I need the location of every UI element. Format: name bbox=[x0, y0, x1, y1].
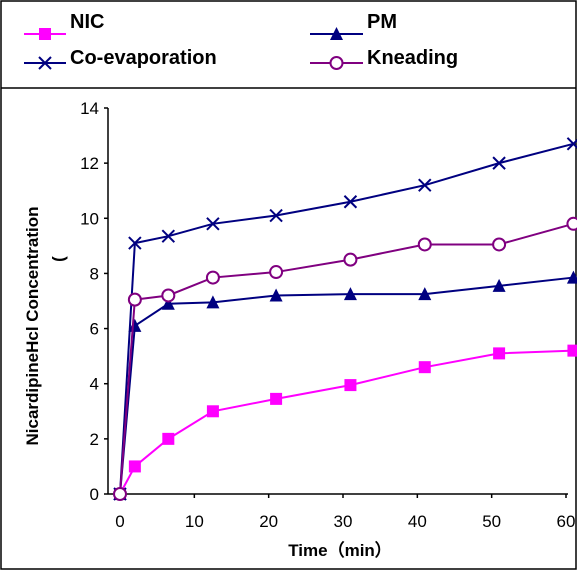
legend-label-kneading: Kneading bbox=[367, 47, 458, 69]
series-layer bbox=[113, 137, 577, 501]
y-tick-label: 10 bbox=[80, 209, 99, 228]
data-point-kneading bbox=[161, 288, 176, 303]
series-kneading bbox=[113, 216, 577, 501]
x-ticks: 0 10 20 30 40 50 60 bbox=[115, 494, 575, 531]
y-tick-label: 0 bbox=[90, 485, 99, 504]
data-point-nic bbox=[344, 379, 357, 392]
data-point-nic bbox=[206, 405, 219, 418]
y-tick-label: 2 bbox=[90, 430, 99, 449]
data-point-nic bbox=[567, 344, 577, 357]
x-tick-label: 0 bbox=[115, 512, 124, 531]
data-point-nic bbox=[128, 460, 141, 473]
series-co-evaporation bbox=[113, 137, 577, 501]
legend-label-co-evaporation: Co-evaporation bbox=[70, 47, 217, 69]
data-point-co-evaporation bbox=[418, 178, 432, 192]
data-point-pm bbox=[128, 318, 142, 332]
x-tick-label: 30 bbox=[334, 512, 353, 531]
x-tick-label: 60 bbox=[557, 512, 576, 531]
data-point-kneading bbox=[127, 292, 142, 307]
x-tick-label: 20 bbox=[259, 512, 278, 531]
legend-marker-circle-icon bbox=[329, 56, 344, 70]
data-point-kneading bbox=[269, 265, 284, 280]
x-axis-title: Time（min） bbox=[288, 540, 392, 560]
x-tick-label: 50 bbox=[482, 512, 501, 531]
data-point-co-evaporation bbox=[128, 236, 142, 250]
data-point-kneading bbox=[492, 237, 507, 252]
data-point-pm bbox=[343, 287, 357, 301]
data-point-pm bbox=[206, 295, 220, 309]
data-point-pm bbox=[566, 270, 577, 284]
y-tick-label: 8 bbox=[90, 264, 99, 283]
data-point-nic bbox=[418, 361, 431, 374]
legend-marker-square-icon bbox=[39, 28, 51, 40]
data-point-co-evaporation bbox=[269, 208, 283, 223]
data-point-pm bbox=[418, 287, 432, 301]
legend-label-nic: NIC bbox=[70, 11, 104, 33]
y-tick-label: 12 bbox=[80, 154, 99, 173]
data-point-kneading bbox=[113, 487, 127, 501]
legend: NIC PM Co-evaporation Kneading bbox=[24, 11, 458, 70]
y-ticks: 0 2 4 6 8 10 12 14 bbox=[80, 99, 108, 504]
data-point-co-evaporation bbox=[492, 156, 506, 170]
data-point-co-evaporation bbox=[161, 229, 176, 243]
data-point-co-evaporation bbox=[343, 195, 358, 209]
legend-item-kneading: Kneading bbox=[310, 47, 458, 70]
legend-item-nic: NIC bbox=[24, 11, 104, 40]
data-point-kneading bbox=[417, 237, 432, 252]
data-point-kneading bbox=[566, 216, 577, 231]
y-tick-label: 6 bbox=[90, 320, 99, 339]
legend-item-pm: PM bbox=[310, 11, 397, 40]
data-point-pm bbox=[161, 296, 175, 310]
series-pm bbox=[113, 270, 577, 500]
y-tick-label: 14 bbox=[80, 99, 99, 118]
y-tick-label: 4 bbox=[90, 375, 99, 394]
data-point-nic bbox=[162, 432, 175, 445]
data-point-kneading bbox=[205, 270, 220, 285]
data-point-nic bbox=[493, 347, 506, 360]
legend-item-co-evaporation: Co-evaporation bbox=[24, 47, 217, 70]
y-axis-title: NicardipineHcl Concentration bbox=[23, 207, 42, 446]
data-point-co-evaporation bbox=[206, 217, 220, 231]
y-axis-title-extra: ( bbox=[49, 256, 68, 262]
data-point-pm bbox=[269, 288, 283, 302]
data-point-co-evaporation bbox=[566, 137, 577, 151]
data-point-pm bbox=[492, 278, 506, 292]
legend-label-pm: PM bbox=[367, 11, 397, 33]
x-tick-label: 40 bbox=[408, 512, 427, 531]
data-point-kneading bbox=[343, 252, 358, 267]
legend-marker-triangle-icon bbox=[330, 27, 343, 40]
data-point-nic bbox=[270, 392, 283, 405]
series-nic bbox=[114, 344, 577, 500]
legend-marker-x-icon bbox=[38, 56, 52, 70]
x-tick-label: 10 bbox=[185, 512, 204, 531]
